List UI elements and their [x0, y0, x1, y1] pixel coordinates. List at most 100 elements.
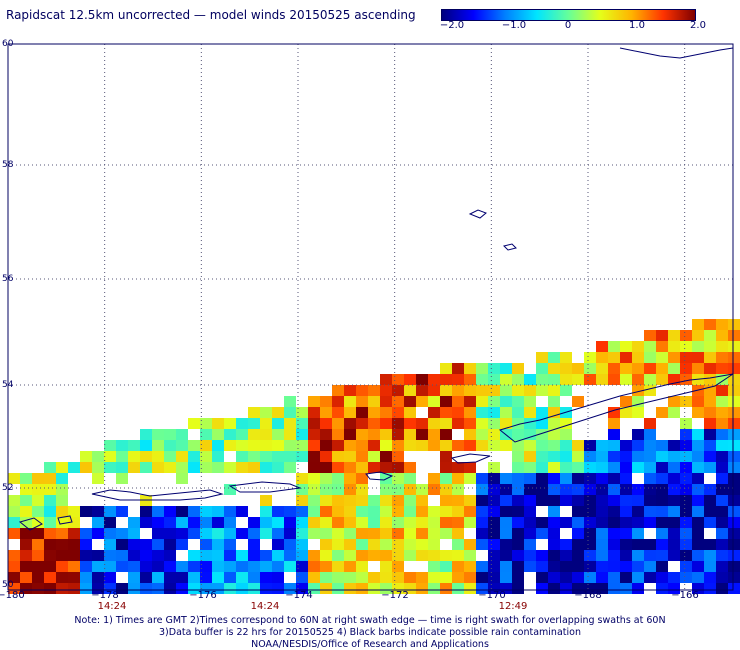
swath-cell [536, 374, 548, 385]
swath-cell [92, 572, 104, 583]
swath-cell [632, 352, 644, 363]
swath-cell [704, 363, 716, 374]
swath-cell [704, 550, 716, 561]
swath-cell [620, 583, 632, 594]
swath-cell [392, 396, 404, 407]
swath-cell [692, 539, 704, 550]
swath-cell [92, 506, 104, 517]
swath-cell [368, 462, 380, 473]
swath-cell [656, 528, 668, 539]
swath-cell [656, 352, 668, 363]
swath-cell [500, 506, 512, 517]
swath-cell [68, 539, 80, 550]
swath-cell [728, 374, 740, 385]
swath-cell [512, 440, 524, 451]
swath-cell [152, 528, 164, 539]
swath-cell [548, 528, 560, 539]
swath-cell [68, 506, 80, 517]
swath-cell [560, 374, 572, 385]
swath-cell [656, 341, 668, 352]
swath-cell [80, 550, 92, 561]
swath-cell [8, 583, 20, 594]
swath-cell [704, 330, 716, 341]
swath-cell [92, 473, 104, 484]
swath-cell [596, 517, 608, 528]
swath-cell [236, 550, 248, 561]
swath-cell [344, 506, 356, 517]
swath-cell [140, 572, 152, 583]
swath-cell [716, 528, 728, 539]
swath-cell [344, 550, 356, 561]
swath-cell [104, 539, 116, 550]
swath-cell [728, 352, 740, 363]
swath-cell [212, 440, 224, 451]
swath-cell [56, 539, 68, 550]
swath-cell [680, 495, 692, 506]
swath-cell [512, 385, 524, 396]
swath-cell [560, 495, 572, 506]
coastline-segment [468, 209, 487, 219]
swath-cell [224, 484, 236, 495]
swath-cell [668, 352, 680, 363]
swath-cell [404, 385, 416, 396]
swath-cell [248, 451, 260, 462]
swath-cell [332, 583, 344, 594]
swath-cell [608, 484, 620, 495]
coastline-segment [57, 515, 73, 525]
swath-cell [656, 473, 668, 484]
swath-cell [296, 561, 308, 572]
swath-cell [536, 440, 548, 451]
swath-cell [464, 374, 476, 385]
swath-cell [680, 528, 692, 539]
swath-cell [356, 429, 368, 440]
swath-cell [68, 528, 80, 539]
swath-cell [548, 429, 560, 440]
swath-cell [368, 440, 380, 451]
swath-cell [656, 484, 668, 495]
swath-cell [536, 484, 548, 495]
swath-cell [464, 561, 476, 572]
swath-cell [380, 506, 392, 517]
swath-cell [32, 561, 44, 572]
swath-cell [164, 462, 176, 473]
swath-cell [656, 451, 668, 462]
swath-cell [272, 550, 284, 561]
swath-cell [632, 451, 644, 462]
swath-cell [428, 539, 440, 550]
swath-cell [188, 418, 200, 429]
swath-cell [20, 583, 32, 594]
swath-cell [416, 495, 428, 506]
swath-cell [716, 561, 728, 572]
swath-cell [224, 539, 236, 550]
swath-cell [488, 396, 500, 407]
swath-cell [140, 462, 152, 473]
swath-cell [140, 429, 152, 440]
swath-cell [452, 407, 464, 418]
lon-label: −176 [189, 590, 217, 601]
swath-cell [44, 473, 56, 484]
swath-cell [632, 517, 644, 528]
swath-cell [440, 385, 452, 396]
swath-cell [668, 484, 680, 495]
swath-cell [392, 385, 404, 396]
swath-cell [296, 440, 308, 451]
swath-cell [380, 462, 392, 473]
lon-label: −178 [91, 590, 119, 601]
swath-cell [692, 506, 704, 517]
swath-cell [524, 374, 536, 385]
swath-cell [296, 539, 308, 550]
swath-cell [512, 583, 524, 594]
swath-cell [668, 407, 680, 418]
swath-cell [332, 407, 344, 418]
swath-cell [656, 330, 668, 341]
swath-cell [620, 462, 632, 473]
note-line: 3)Data buffer is 22 hrs for 20150525 4) … [159, 627, 581, 638]
swath-cell [620, 440, 632, 451]
swath-cell [524, 550, 536, 561]
swath-cell [488, 583, 500, 594]
swath-cell [452, 561, 464, 572]
swath-cell [188, 506, 200, 517]
swath-cell [356, 495, 368, 506]
swath-cell [500, 473, 512, 484]
swath-cell [488, 385, 500, 396]
